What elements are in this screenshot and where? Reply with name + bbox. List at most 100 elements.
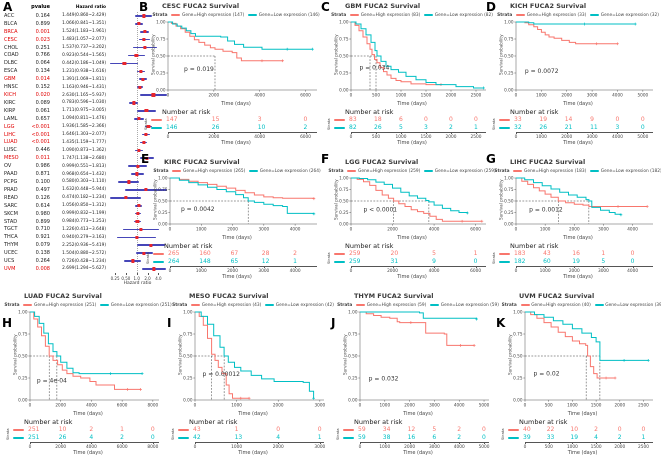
x-tick-label: 2000: [446, 92, 457, 97]
cancer-type-label: LAML: [4, 115, 18, 122]
legend-low-line-icon: [424, 170, 434, 172]
risk-count: 3: [615, 124, 620, 131]
y-tick-label: 0.75: [348, 331, 358, 336]
km-panel-thym: THYM FUCA2 Survival Strata Gene=High expre…: [335, 292, 499, 472]
risk-axis-tick: 3000: [428, 444, 440, 450]
pvalue-cell: 0.921: [35, 234, 50, 241]
cancer-type-label: SARC: [4, 202, 18, 209]
cancer-type-label: LGG: [4, 123, 15, 130]
y-tick-label: 0.50: [183, 353, 193, 358]
panel-title: KICH FUCA2 Survival: [510, 2, 587, 10]
legend-high-key: Gene=High expression (83): [350, 13, 420, 18]
panel-letter-f: F: [321, 152, 330, 166]
x-tick-label: 2000: [561, 92, 572, 97]
legend-low-key: Gene=Low expression (59): [430, 303, 499, 308]
km-panel-lihc: LIHC FUCA2 Survival Strata Gene=High expre…: [491, 158, 661, 286]
ci-plot-cell: [109, 170, 168, 178]
x-tick-label: 2000: [404, 402, 415, 407]
legend-low-label: Gene=Low expression (259): [434, 168, 496, 174]
risk-strata-label: Strata: [326, 252, 331, 264]
risk-axis-tick: 2000: [387, 268, 398, 274]
x-tick-label: 4000: [612, 92, 623, 97]
x-tick-label: 6000: [300, 92, 311, 97]
p-value-label: p < 0.0001: [363, 207, 397, 214]
hazard-ratio-cell: 1.090(0.873~1.362): [62, 147, 106, 153]
km-curve-low: [170, 177, 315, 214]
risk-axis-tick: 4000: [428, 268, 440, 274]
ci-plot-cell: [109, 218, 168, 226]
risk-count: 6: [432, 434, 437, 441]
hr-marker-icon: [135, 172, 139, 176]
risk-axis-tick: 0: [523, 444, 527, 450]
cancer-type-label: KIRP: [4, 107, 16, 114]
number-at-risk-title: Number at risk: [189, 418, 238, 426]
risk-count: 43: [543, 250, 551, 257]
pvalue-cell: 0.446: [35, 147, 50, 154]
risk-count: 28: [261, 250, 270, 257]
strata-key-icon: [153, 260, 164, 264]
legend-high-key: Gene=High expression (147): [171, 13, 244, 18]
forest-axis: 0.25 0.50 1.0 2.0 4.0 Hazard ratio: [4, 273, 168, 289]
risk-axis-tick: 0: [349, 268, 353, 274]
forest-row-sarc: SARC 0.614 1.056(0.850~1.312): [4, 202, 168, 210]
km-plot-area: Survival probability 1.00 0.75 0.50 0.25 0.00…: [507, 309, 658, 411]
risk-row-high: 251 10 2 1 0: [12, 426, 164, 434]
pvalue-cell: 0.614: [35, 202, 50, 209]
risk-axis-label: Time (days): [73, 449, 103, 456]
x-tick-label: 4000: [254, 92, 265, 97]
risk-strata-label: Strata: [335, 428, 340, 440]
hazard-ratio-cell: 1.711(0.975~3.005): [62, 108, 106, 114]
hazard-ratio-cell: 1.483(1.057~2.077): [62, 37, 106, 43]
km-panel-kirc: KIRC FUCA2 Survival Strata Gene=High expre…: [145, 158, 322, 286]
strata-key-icon: [151, 118, 162, 122]
legend: Strata Gene=High expression (251) Gene=Low…: [4, 301, 171, 309]
risk-count: 5: [399, 124, 403, 131]
forest-row-lihc: LIHC <0.001 1.646(1.303~2.077): [4, 131, 168, 139]
risk-axis: 0 500 1000 1500 2000 2500 Time (days): [507, 442, 658, 456]
y-tick-label: 0.75: [18, 331, 28, 336]
risk-count: 0: [424, 116, 428, 123]
forest-row-lusc: LUSC 0.446 1.090(0.873~1.362): [4, 146, 168, 154]
hr-marker-icon: [139, 227, 143, 232]
risk-row-low: 82 26 5 3 2 1: [333, 124, 491, 132]
risk-count: 146: [166, 124, 178, 131]
p-value-label: p = 4e-04: [37, 377, 67, 384]
risk-row-low: 182 60 19 5 0: [498, 258, 658, 266]
risk-count: 67: [230, 250, 239, 257]
cancer-type-label: MESO: [4, 155, 19, 162]
risk-axis: 0 2000 4000 6000 Time (days): [150, 132, 322, 146]
pvalue-cell: 0.061: [35, 107, 50, 114]
risk-count: 2: [594, 426, 598, 433]
legend: Strata Gene=High expression (40) Gene=Low …: [502, 301, 661, 309]
p-value-label: p = 0.0012: [529, 207, 563, 214]
risk-count: 83: [349, 116, 357, 123]
number-at-risk-title: Number at risk: [162, 108, 211, 116]
hazard-ratio-cell: 1.537(0.737~3.202): [62, 45, 106, 51]
legend-high-label: Gene=High expression (83): [360, 12, 421, 18]
cancer-type-label: CHOL: [4, 44, 18, 51]
x-tick-label: 2000: [55, 402, 66, 407]
ci-plot-cell: [109, 162, 168, 170]
risk-count: 10: [257, 124, 266, 131]
y-tick-label: 0.50: [504, 198, 514, 203]
ci-plot-cell: [109, 107, 168, 115]
risk-count: 0: [630, 258, 635, 265]
legend-high-label: Gene=High expression (40): [531, 302, 591, 308]
y-tick-label: 0.75: [156, 36, 166, 41]
km-svg: 1.00 0.75 0.50 0.25 0.000 1000 2000 3000 4000 500…: [348, 309, 490, 407]
risk-count: 5: [601, 258, 606, 265]
legend-low-key: Gene=Low expression (264): [249, 169, 321, 174]
panel-letter-h: H: [2, 316, 13, 330]
risk-strata-label: Strata: [491, 118, 496, 130]
y-tick-label: 0.50: [339, 198, 349, 203]
legend: Strata Gene=High expression (43) Gene=Low …: [172, 301, 334, 309]
km-panel-cesc: CESC FUCA2 Survival Strata Gene=High expre…: [143, 2, 322, 157]
x-tick-label: 6000: [117, 402, 128, 407]
cancer-type-label: COAD: [4, 52, 19, 59]
hr-marker-icon: [142, 14, 146, 18]
legend: Strata Gene=High expression (83) Gene=Low …: [331, 11, 493, 19]
x-axis-label: Time (days): [567, 411, 598, 417]
cancer-type-label: DLBC: [4, 60, 18, 67]
risk-strata-label: Strata: [170, 428, 175, 440]
risk-count: 0: [617, 426, 622, 433]
